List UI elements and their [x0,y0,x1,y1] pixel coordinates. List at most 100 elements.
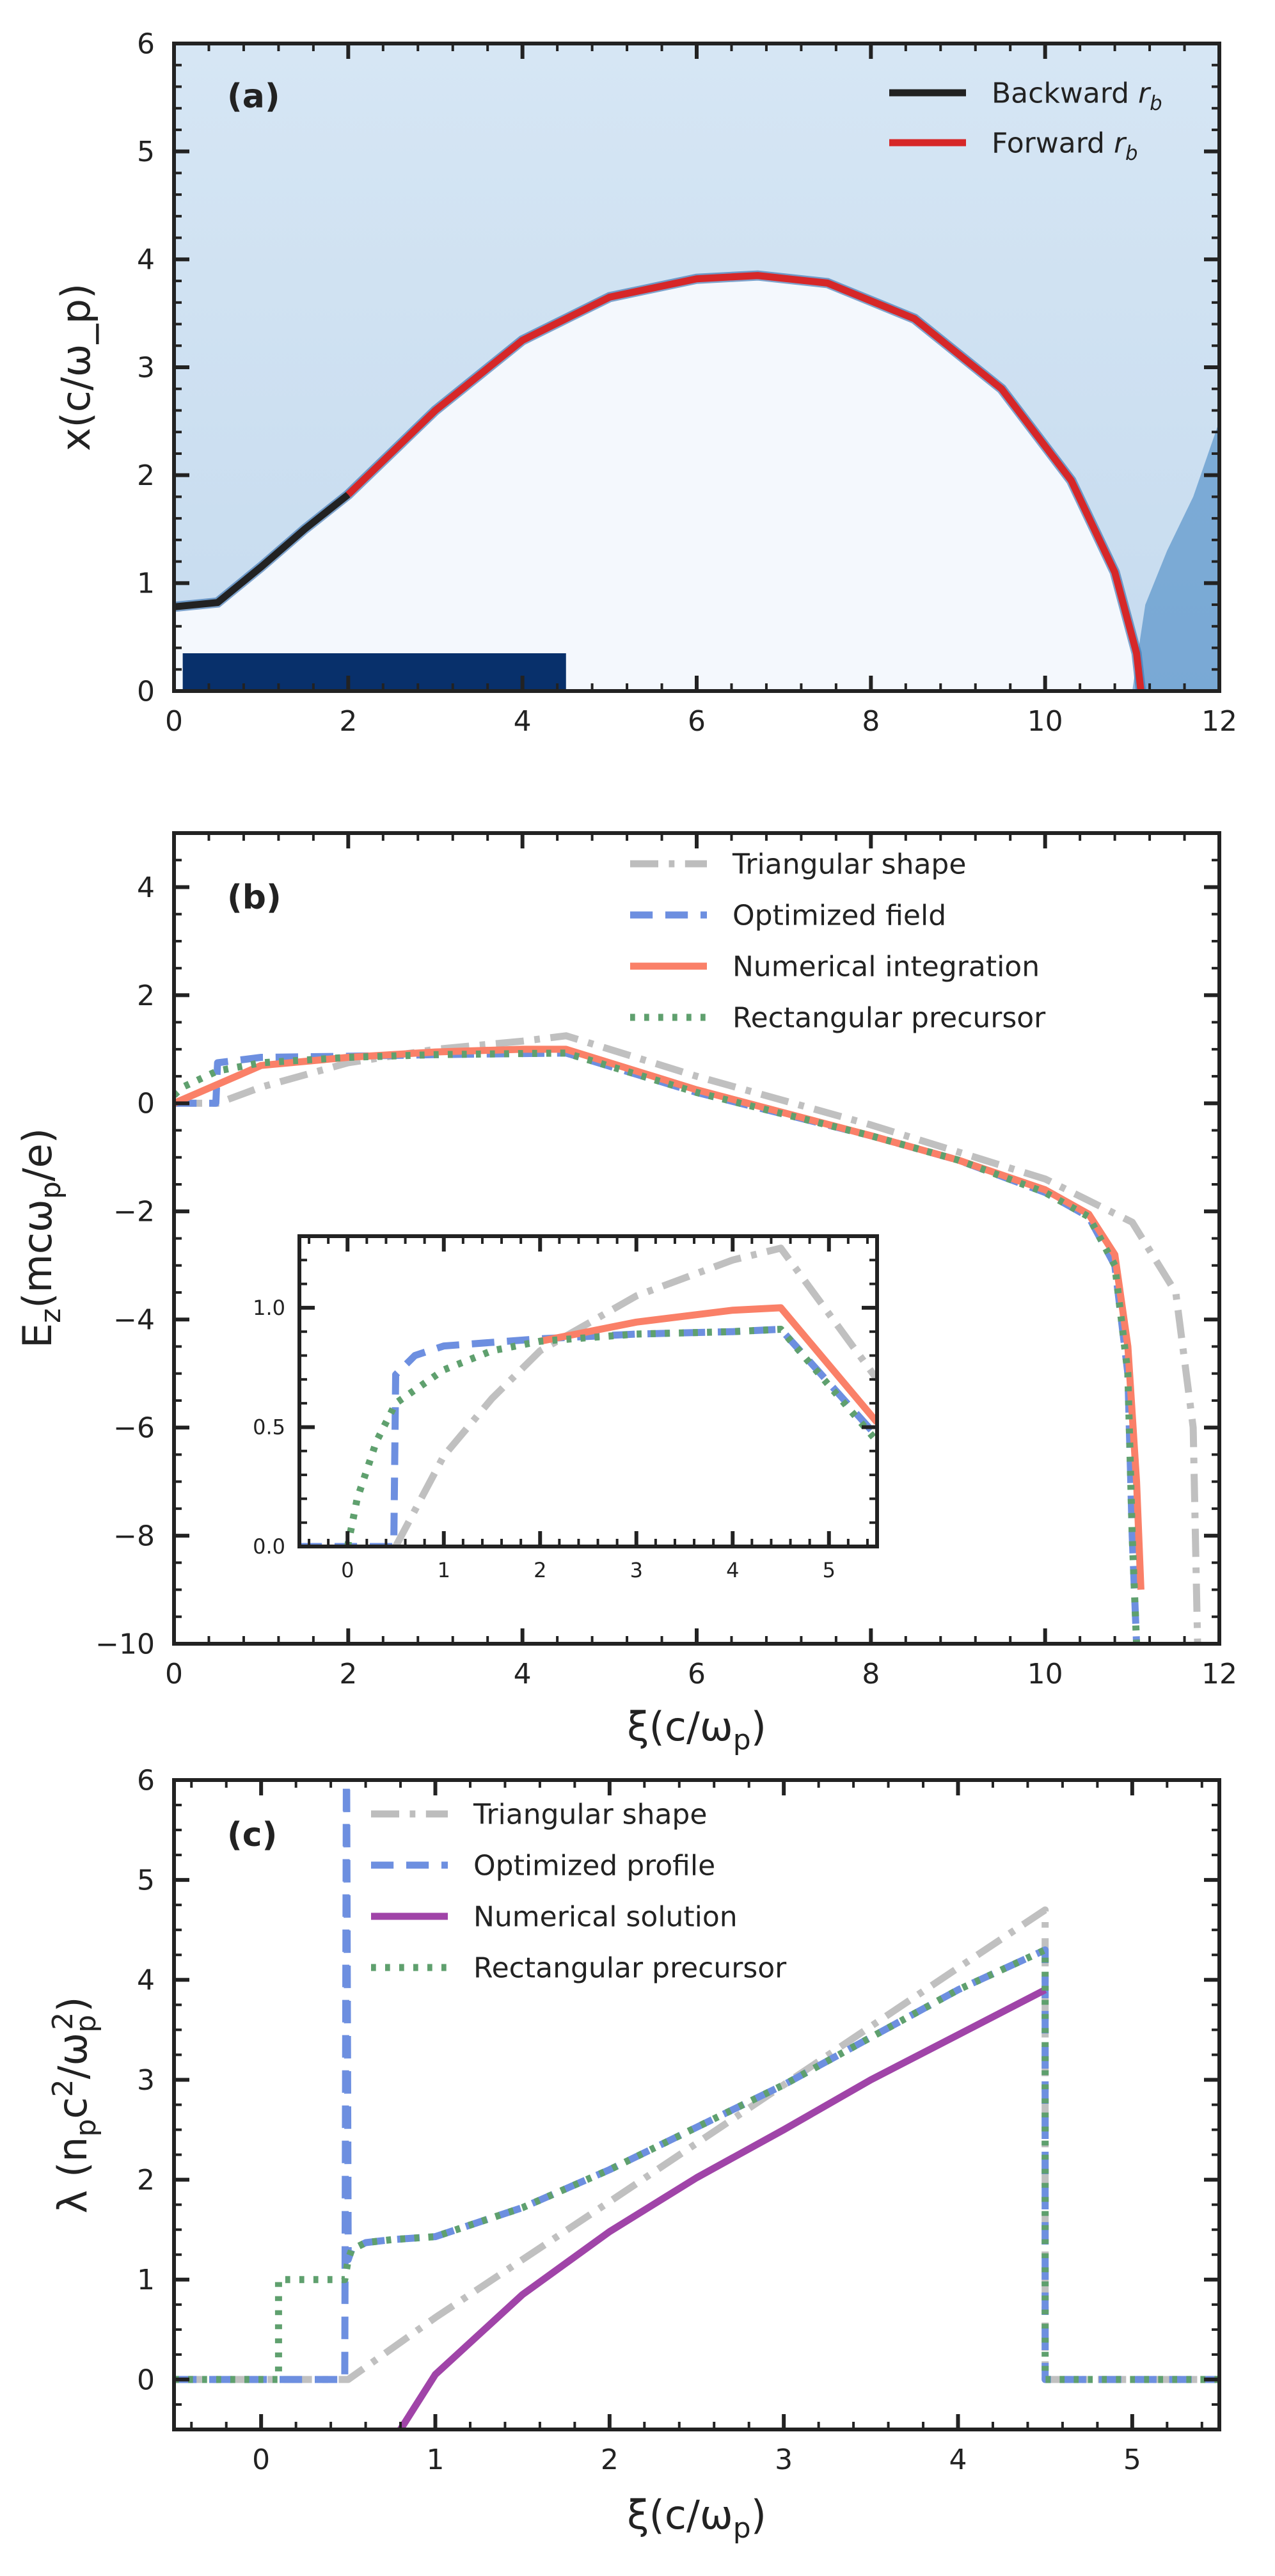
panel-c-x-tick-label: 3 [775,2444,793,2476]
panel-b-series [174,1032,1201,1644]
panel-b-y-tick-label: −8 [113,1520,155,1552]
inset-ticks: 0 1 2 3 4 5 0.0 0.5 1.0 [253,1235,877,1582]
panel-c-y-tick-label: 0 [137,2364,155,2396]
panel-c: 0 1 2 3 4 5 0 1 2 3 4 5 6 (c) Triangular shape Optimi… [47,1764,1221,2545]
inset-x-tick-label: 5 [823,1558,835,1582]
panel-c-x-tick-label: 5 [1123,2444,1141,2476]
panel-c-x-tick-label: 4 [949,2444,967,2476]
inset-background [299,1236,877,1546]
panel-c-series-rectangular-precursor [174,1946,1219,2383]
panel-a-x-tick-label: 0 [165,705,183,738]
bubble-interior [174,275,1141,691]
panel-c-legend-label: Optimized profile [473,1849,715,1882]
panel-b-legend-label: Optimized field [733,899,946,932]
panel-c-y-tick-label: 1 [137,2264,155,2296]
inset-series-rectangular-precursor [344,1326,877,1546]
panel-a-y-tick-label: 2 [137,459,155,492]
panel-a-x-tick-label: 6 [688,705,706,738]
panel-b-inset: 0 1 2 3 4 5 0.0 0.5 1.0 [253,1234,879,1582]
panel-a-x-tick-label: 4 [514,705,532,738]
panel-a-y-tick-label: 5 [137,136,155,168]
panel-c-y-axis-label: λ (npc2/ωp2) [47,1997,102,2214]
panel-a-series-forward-r-b [345,272,1144,691]
panel-b-y-tick-label: −4 [113,1304,155,1337]
inset-series-triangular-shape [392,1244,877,1546]
panel-b-legend-label: Numerical integration [733,950,1040,983]
inset-x-tick-label: 2 [534,1558,546,1582]
panel-a-legend: Backward rb Forward rb [889,77,1162,164]
panel-c-legend: Triangular shape Optimized profile Numeric… [371,1798,787,1984]
panel-b-x-tick-label: 8 [862,1658,880,1690]
panel-c-legend-label: Numerical solution [473,1900,738,1933]
panel-c-series [174,1780,1219,2429]
panel-a-y-tick-label: 3 [137,351,155,384]
panel-a-x-tick-label: 12 [1201,705,1237,738]
panel-b-x-tick-label: 6 [688,1658,706,1690]
panel-a-x-tick-label: 2 [339,705,357,738]
panel-b-x-tick-label: 10 [1027,1658,1063,1690]
panel-a-label: (a) [227,77,280,116]
panel-b-series-rectangular-precursor [174,1049,1141,1644]
inset-x-tick-label: 1 [438,1558,450,1582]
panel-c-y-tick-label: 5 [137,1864,155,1897]
panel-b-series-numerical-integration [174,1046,1144,1590]
panel-b-y-tick-label: 4 [137,871,155,904]
panel-b-y-tick-label: 2 [137,980,155,1012]
inset-y-tick-label: 0.5 [253,1415,285,1440]
panel-a-x-tick-label: 10 [1027,705,1063,738]
inset-y-tick-label: 1.0 [253,1296,285,1320]
panel-a-y-tick-label: 4 [137,244,155,276]
inset-x-tick-label: 0 [341,1558,354,1582]
panel-a-legend-label: Backward rb [992,77,1162,115]
panel-b-legend-label: Rectangular precursor [733,1001,1046,1034]
panel-a-y-tick-label: 1 [137,568,155,600]
driver-bunch [182,653,566,691]
panel-a-series [174,272,1144,691]
panel-b-legend-label: Triangular shape [732,848,966,880]
panel-c-legend-label: Triangular shape [473,1798,707,1831]
panel-c-y-tick-label: 6 [137,1764,155,1797]
panel-b-y-tick-label: −2 [113,1196,155,1228]
inset-series [299,1244,877,1546]
panel-c-y-tick-label: 4 [137,1964,155,1997]
panel-c-x-tick-label: 2 [601,2444,619,2476]
panel-c-y-tick-label: 3 [137,2064,155,2097]
panel-b-series-triangular-shape [174,1032,1201,1644]
panel-c-legend-label: Rectangular precursor [473,1952,787,1984]
panel-c-y-tick-label: 2 [137,2164,155,2197]
panel-c-ticks: 0 1 2 3 4 5 0 1 2 3 4 5 6 [137,1764,1219,2476]
panel-a-series-backward-r-b [174,491,351,610]
panel-a-x-tick-label: 8 [862,705,880,738]
panel-b-legend: Triangular shape Optimized field Numerical… [630,848,1046,1034]
rear-turbulence [1132,421,1219,691]
panel-b-x-axis-label: ξ(c/ωp) [627,1703,766,1756]
inset-frame [297,1234,879,1548]
panel-c-x-tick-label: 1 [427,2444,445,2476]
panel-a-y-tick-label: 0 [137,675,155,708]
inset-series-optimized-field [299,1326,877,1546]
panel-b-x-tick-label: 2 [339,1658,357,1690]
inset-y-tick-label: 0.0 [253,1534,285,1559]
panel-b-x-tick-label: 4 [514,1658,532,1690]
panel-c-x-tick-label: 0 [252,2444,270,2476]
inset-series-numerical-integration [539,1304,877,1425]
inset-x-tick-label: 4 [726,1558,739,1582]
panel-c-label: (c) [227,1816,277,1854]
panel-b-y-tick-label: −10 [95,1628,155,1660]
panel-b-y-tick-label: 0 [137,1088,155,1120]
panel-b-x-tick-label: 0 [165,1658,183,1690]
panel-a-y-axis-label: x(c/ω_p) [52,283,99,451]
inset-x-tick-label: 3 [630,1558,643,1582]
panel-a-y-tick-label: 6 [137,28,155,60]
panel-c-series-numerical-solution [397,1987,1047,2429]
panel-b-x-tick-label: 12 [1201,1658,1237,1690]
panel-c-x-axis-label: ξ(c/ωp) [627,2492,766,2545]
panel-a-legend-label: Forward rb [992,127,1138,164]
panel-b-y-axis-label: Ez(mcωp/e) [14,1128,67,1348]
panel-b-y-tick-label: −6 [113,1412,155,1445]
